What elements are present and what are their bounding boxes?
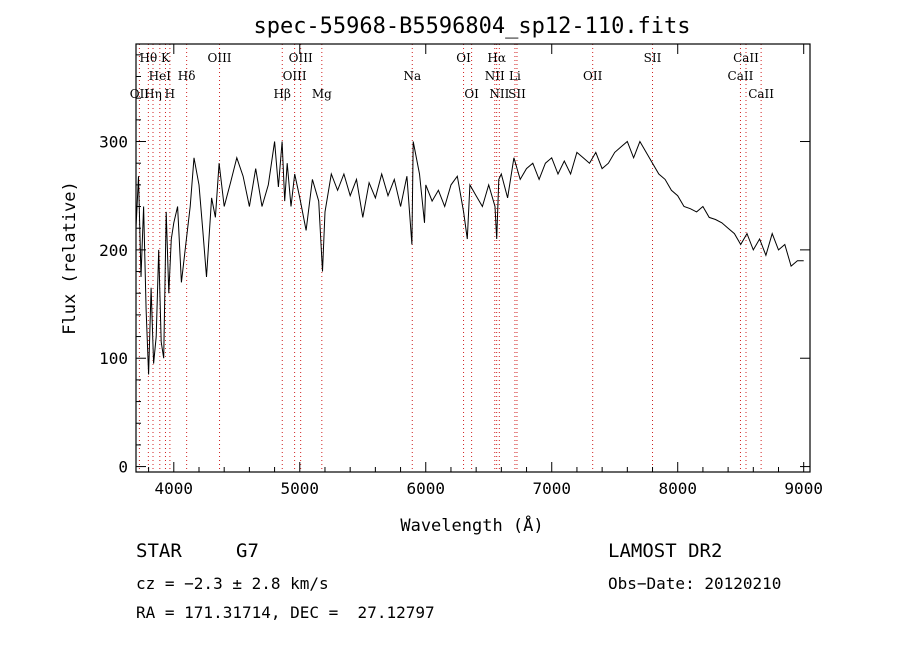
y-tick-label-2: 200 — [99, 241, 128, 260]
line-label-23: CaII — [728, 69, 754, 83]
x-tick-label-3: 7000 — [532, 479, 571, 498]
line-label-17: NII — [489, 87, 509, 101]
x-axis-label: Wavelength (Å) — [400, 514, 543, 536]
line-label-13: OI — [456, 51, 471, 65]
line-label-15: Hα — [487, 51, 506, 65]
line-label-7: OIII — [207, 51, 231, 65]
coordinates: RA = 171.31714, DEC = 27.12797 — [136, 603, 435, 622]
line-label-12: Na — [403, 69, 421, 83]
line-label-24: CaII — [748, 87, 774, 101]
subclass: G7 — [236, 540, 259, 562]
x-tick-label-1: 5000 — [281, 479, 320, 498]
object-class: STAR — [136, 540, 182, 562]
redshift-cz: cz = −2.3 ± 2.8 km/s — [136, 574, 329, 593]
line-label-14: OI — [464, 87, 479, 101]
line-label-18: Li — [509, 69, 521, 83]
y-tick-label-0: 0 — [118, 458, 128, 477]
line-label-21: SII — [644, 51, 662, 65]
line-label-20: OII — [583, 69, 603, 83]
line-label-19: SII — [508, 87, 526, 101]
x-tick-label-5: 9000 — [784, 479, 823, 498]
line-label-8: OIII — [289, 51, 313, 65]
x-tick-label-2: 6000 — [406, 479, 445, 498]
x-tick-label-4: 8000 — [658, 479, 697, 498]
plot-area: 4000 5000 6000 7000 8000 9000 0 100 200 300 Hθ K HeI… — [99, 43, 823, 498]
chart-title: spec-55968-B5596804_sp12-110.fits — [253, 14, 690, 39]
line-label-4: OII — [130, 87, 150, 101]
line-label-5: Hη — [144, 87, 162, 101]
line-label-10: Hβ — [274, 87, 291, 101]
line-label-11: Mg — [312, 87, 332, 101]
spectrum-series-line — [135, 140, 804, 375]
line-label-3: Hδ — [178, 69, 196, 83]
line-label-6: H — [165, 87, 175, 101]
plot-frame — [135, 43, 811, 473]
line-label-2: HeI — [149, 69, 172, 83]
line-label-9: OIII — [283, 69, 307, 83]
y-tick-label-3: 300 — [99, 133, 128, 152]
x-tick-label-0: 4000 — [155, 479, 194, 498]
survey-label: LAMOST DR2 — [608, 540, 723, 562]
y-tick-label-1: 100 — [99, 349, 128, 368]
line-label-16: NII — [485, 69, 505, 83]
y-axis-label: Flux (relative) — [60, 181, 80, 335]
observation-date: Obs−Date: 20120210 — [608, 574, 782, 593]
line-label-0: Hθ — [139, 51, 157, 65]
line-label-22: CaII — [733, 51, 759, 65]
line-label-1: K — [161, 51, 171, 65]
